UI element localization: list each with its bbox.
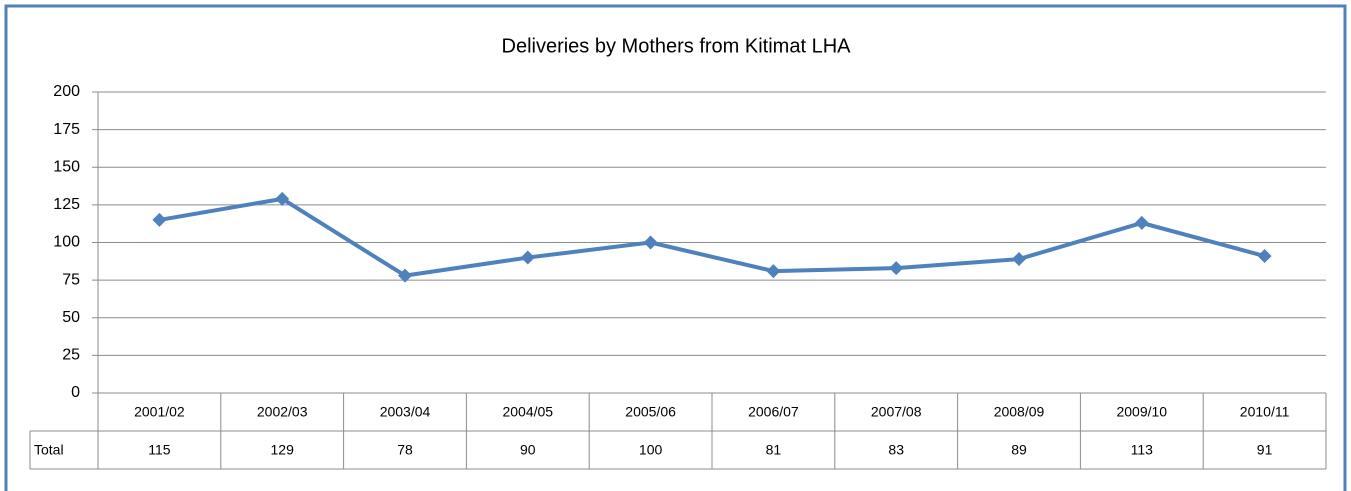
x-tick-label: 2008/09 [994, 404, 1045, 420]
x-tick-label: 2004/05 [502, 404, 553, 420]
table-value: 115 [148, 442, 171, 458]
y-tick-label: 100 [53, 234, 80, 251]
table-value: 129 [271, 442, 295, 458]
y-tick-label: 125 [53, 196, 80, 213]
chart-title: Deliveries by Mothers from Kitimat LHA [502, 35, 852, 57]
marker [520, 250, 535, 265]
table-value: 90 [520, 442, 536, 458]
marker [643, 235, 658, 250]
table-value: 113 [1131, 442, 1154, 458]
y-tick-label: 50 [62, 309, 80, 326]
marker [1134, 215, 1149, 230]
marker [1012, 252, 1026, 267]
table-value: 89 [1011, 442, 1027, 458]
y-tick-label: 0 [71, 384, 80, 401]
x-tick-label: 2005/06 [625, 404, 676, 420]
marker [398, 268, 412, 283]
y-tick-label: 25 [62, 347, 80, 364]
marker [152, 212, 167, 227]
table-value: 78 [397, 442, 413, 458]
line [159, 196, 1266, 278]
marker [1257, 249, 1272, 264]
x-tick-label: 2010/11 [1240, 404, 1290, 420]
x-tick-label: 2003/04 [380, 404, 431, 420]
x-tick-label: 2002/03 [257, 404, 308, 420]
legend-label: Total [34, 442, 64, 458]
x-tick-label: 2006/07 [748, 404, 799, 420]
marker [889, 261, 904, 276]
table-value: 81 [766, 442, 782, 458]
x-tick-label: 2001/02 [134, 404, 185, 420]
table-value: 91 [1257, 442, 1273, 458]
x-tick-label: 2007/08 [871, 404, 922, 420]
y-tick-label: 75 [62, 271, 80, 288]
table-value: 100 [639, 442, 663, 458]
x-tick-label: 2009/10 [1116, 404, 1167, 420]
y-tick-label: 150 [53, 158, 80, 175]
marker [766, 264, 781, 279]
marker [275, 191, 290, 206]
table-value: 83 [888, 442, 904, 458]
y-tick-label: 175 [53, 121, 80, 138]
y-tick-label: 200 [53, 83, 80, 100]
